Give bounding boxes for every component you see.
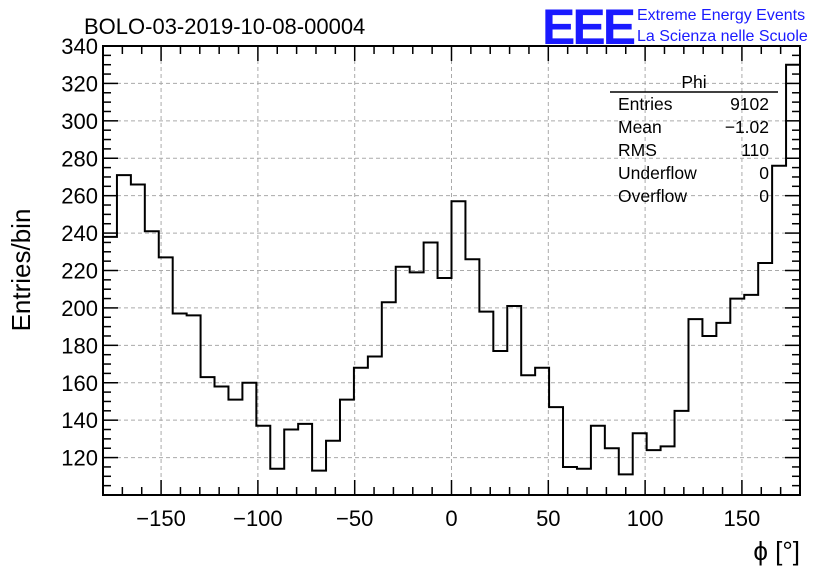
- stats-value: 110: [741, 140, 769, 160]
- stats-label: RMS: [618, 140, 657, 160]
- x-tick-label: −50: [336, 506, 373, 531]
- y-tick-label: 180: [61, 333, 98, 358]
- histogram-line: [103, 63, 800, 476]
- y-tick-label: 140: [61, 408, 98, 433]
- stats-label: Entries: [618, 94, 673, 114]
- stats-box: Phi Entries 9102 Mean −1.02 RMS 110 Underflow 0…: [610, 72, 778, 206]
- y-tick-label: 240: [61, 221, 98, 246]
- y-tick-label: 340: [61, 34, 98, 59]
- x-tick-label: 0: [445, 506, 457, 531]
- stats-label: Mean: [618, 117, 662, 137]
- eee-logo: EEE Extreme Energy Events La Scienza nel…: [542, 0, 808, 55]
- y-axis-label: Entries/bin: [6, 209, 36, 332]
- x-tick-label: −100: [233, 506, 283, 531]
- stats-value: 0: [759, 186, 769, 206]
- x-tick-label: −150: [136, 506, 186, 531]
- stats-value: 9102: [730, 94, 769, 114]
- stats-name: Phi: [681, 72, 706, 92]
- logo-line1: Extreme Energy Events: [637, 7, 805, 24]
- y-tick-label: 220: [61, 259, 98, 284]
- stats-value: −1.02: [725, 117, 769, 137]
- x-tick-labels: −150 −100 −50 0 50 100 150: [136, 506, 760, 531]
- chart-title: BOLO-03-2019-10-08-00004: [84, 14, 365, 39]
- y-tick-label: 280: [61, 146, 98, 171]
- stats-value: 0: [759, 163, 769, 183]
- y-tick-label: 300: [61, 109, 98, 134]
- axis-ticks: [103, 45, 800, 495]
- y-tick-label: 260: [61, 184, 98, 209]
- y-tick-label: 160: [61, 371, 98, 396]
- x-tick-label: 50: [536, 506, 560, 531]
- stats-label: Overflow: [618, 186, 687, 206]
- x-tick-label: 100: [627, 506, 664, 531]
- y-tick-label: 120: [61, 446, 98, 471]
- x-axis-label: ϕ [°]: [753, 536, 800, 566]
- y-tick-labels: 120 140 160 180 200 220 240 260 280 300 320 340: [61, 34, 98, 471]
- logo-line2: La Scienza nelle Scuole: [637, 28, 808, 45]
- stats-label: Underflow: [618, 163, 697, 183]
- y-tick-label: 320: [61, 71, 98, 96]
- x-tick-label: 150: [724, 506, 761, 531]
- y-tick-label: 200: [61, 296, 98, 321]
